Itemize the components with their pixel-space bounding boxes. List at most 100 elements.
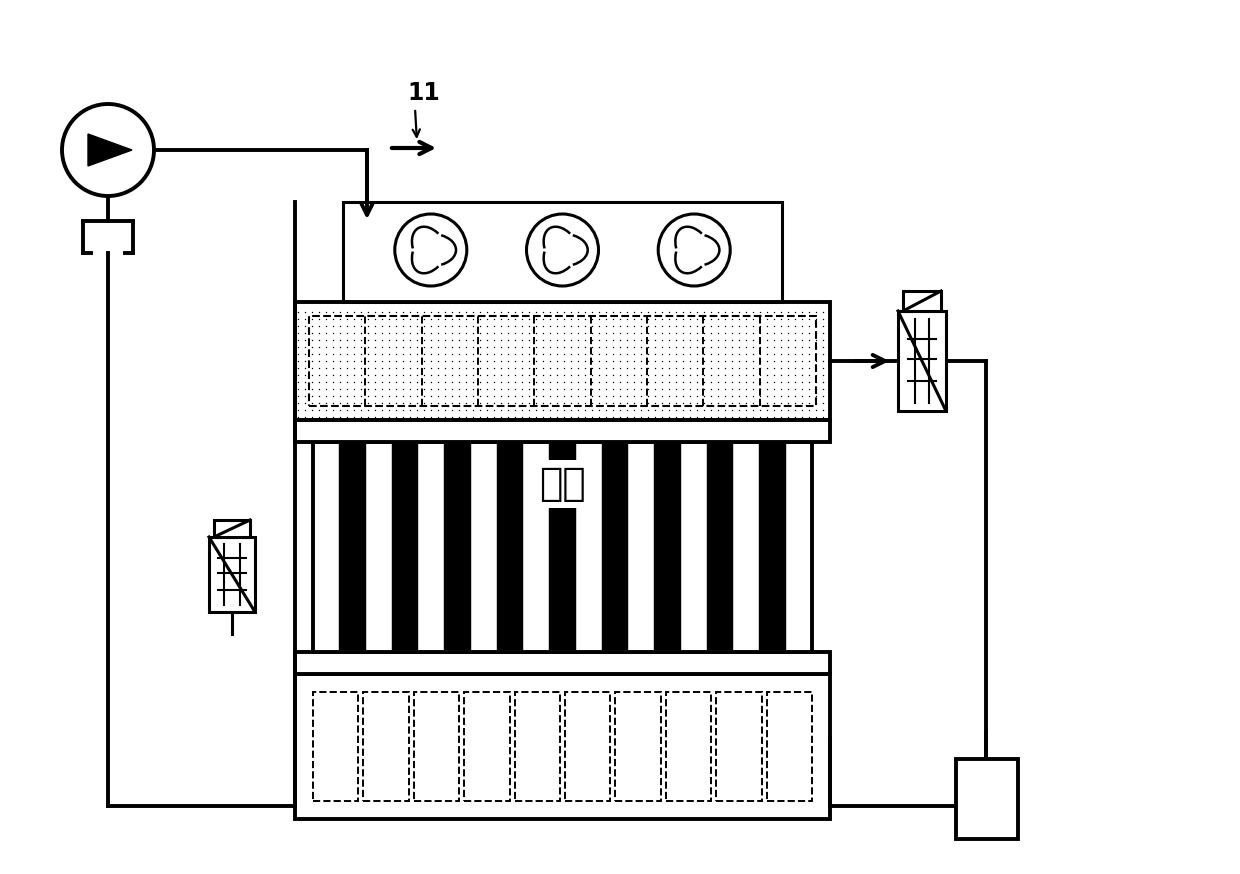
Point bbox=[358, 326, 378, 340]
Point bbox=[715, 382, 735, 396]
Point bbox=[777, 347, 797, 361]
Point bbox=[806, 340, 826, 354]
Point bbox=[660, 382, 680, 396]
Point bbox=[386, 305, 405, 319]
Point bbox=[443, 333, 463, 347]
Point bbox=[435, 354, 455, 368]
Point bbox=[701, 333, 720, 347]
Point bbox=[722, 354, 742, 368]
Point bbox=[575, 354, 595, 368]
Point bbox=[666, 382, 686, 396]
Point bbox=[541, 347, 560, 361]
Point bbox=[603, 403, 622, 417]
Point bbox=[596, 410, 616, 424]
Point bbox=[785, 319, 805, 333]
Point bbox=[618, 340, 637, 354]
Point bbox=[813, 305, 833, 319]
Point bbox=[393, 361, 413, 375]
Point bbox=[715, 403, 735, 417]
Point bbox=[631, 326, 651, 340]
Point bbox=[722, 333, 742, 347]
Point bbox=[303, 312, 322, 326]
Point bbox=[449, 396, 469, 410]
Point bbox=[589, 354, 609, 368]
Point bbox=[589, 396, 609, 410]
Point bbox=[477, 340, 497, 354]
Point bbox=[414, 389, 434, 403]
Point bbox=[666, 326, 686, 340]
Point bbox=[379, 333, 399, 347]
Point bbox=[365, 305, 384, 319]
Point bbox=[582, 312, 601, 326]
Point bbox=[680, 410, 699, 424]
Point bbox=[526, 319, 546, 333]
Point bbox=[777, 382, 797, 396]
Point bbox=[456, 347, 476, 361]
Point bbox=[568, 340, 588, 354]
Point bbox=[470, 375, 490, 389]
Point bbox=[610, 396, 630, 410]
Point bbox=[806, 375, 826, 389]
Point bbox=[456, 410, 476, 424]
Point bbox=[449, 333, 469, 347]
Point bbox=[330, 333, 350, 347]
Point bbox=[560, 340, 580, 354]
Point bbox=[660, 354, 680, 368]
Point bbox=[777, 410, 797, 424]
Point bbox=[729, 382, 749, 396]
Point bbox=[771, 382, 791, 396]
Point bbox=[443, 389, 463, 403]
Point bbox=[533, 340, 553, 354]
Point bbox=[687, 305, 707, 319]
Point bbox=[737, 354, 756, 368]
Point bbox=[575, 396, 595, 410]
Point bbox=[414, 403, 434, 417]
Point bbox=[785, 396, 805, 410]
Point bbox=[554, 410, 574, 424]
Point bbox=[330, 375, 350, 389]
Bar bbox=[312, 442, 812, 652]
Point bbox=[694, 389, 714, 403]
Point bbox=[533, 333, 553, 347]
Point bbox=[764, 305, 784, 319]
Point bbox=[806, 396, 826, 410]
Point bbox=[715, 368, 735, 382]
Point bbox=[589, 410, 609, 424]
Point bbox=[449, 326, 469, 340]
Point bbox=[295, 410, 315, 424]
Point bbox=[589, 375, 609, 389]
Point bbox=[393, 410, 413, 424]
Point bbox=[813, 382, 833, 396]
Point bbox=[463, 340, 482, 354]
Point bbox=[631, 375, 651, 389]
Point bbox=[652, 340, 672, 354]
Point bbox=[498, 410, 518, 424]
Point bbox=[372, 361, 392, 375]
Point bbox=[309, 382, 329, 396]
Point bbox=[589, 340, 609, 354]
Point bbox=[673, 410, 693, 424]
Point bbox=[324, 305, 343, 319]
Point bbox=[407, 312, 427, 326]
Point bbox=[520, 319, 539, 333]
Point bbox=[722, 347, 742, 361]
Point bbox=[743, 382, 763, 396]
Point bbox=[386, 354, 405, 368]
Point bbox=[639, 396, 658, 410]
Point bbox=[560, 410, 580, 424]
Point bbox=[645, 354, 665, 368]
Point bbox=[526, 333, 546, 347]
Point bbox=[316, 368, 336, 382]
Point bbox=[428, 319, 448, 333]
Point bbox=[512, 375, 532, 389]
Point bbox=[533, 305, 553, 319]
Point bbox=[541, 382, 560, 396]
Point bbox=[533, 403, 553, 417]
Point bbox=[324, 382, 343, 396]
Point bbox=[477, 361, 497, 375]
Point bbox=[758, 403, 777, 417]
Point bbox=[309, 333, 329, 347]
Point bbox=[365, 396, 384, 410]
Point bbox=[379, 410, 399, 424]
Point bbox=[701, 340, 720, 354]
